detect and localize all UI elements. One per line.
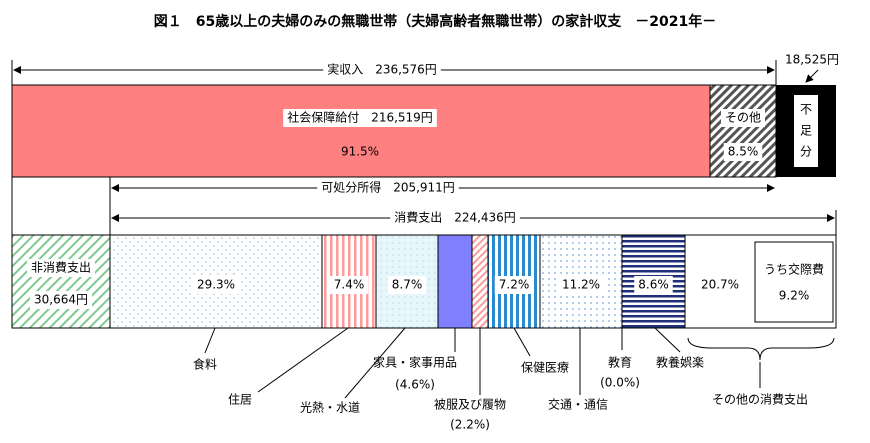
item-label: 家具・家事用品 — [373, 355, 457, 370]
segment-pct: 8.6% — [638, 278, 669, 292]
line — [257, 327, 349, 393]
other-pct-bg — [723, 143, 763, 161]
item-note: (0.0%) — [600, 376, 640, 390]
segment-pct: 29.3% — [197, 278, 235, 292]
segment — [11, 234, 111, 329]
social-security-label: 社会保障給付 216,519円 — [287, 110, 433, 125]
item-label: 教育 — [608, 355, 632, 370]
segment-pct: 11.2% — [562, 278, 600, 292]
other-pct: 8.5% — [728, 145, 759, 159]
sub-box — [754, 241, 834, 323]
item-label: 光熱・水道 — [300, 401, 360, 415]
income-label-bg — [323, 61, 441, 79]
shortfall-amount: 18,525円 — [785, 53, 839, 67]
segment-amount: 30,664円 — [34, 293, 88, 307]
segment — [109, 234, 323, 329]
item-label: 被服及び履物 — [434, 398, 506, 412]
segment-pct-bg — [557, 276, 605, 294]
segment-pct-bg — [494, 276, 534, 294]
item-note: (2.2%) — [450, 418, 490, 432]
segment-pct: 7.4% — [334, 278, 365, 292]
line — [344, 327, 406, 399]
shortfall-char: 足 — [800, 124, 812, 138]
segment-pct: 7.2% — [499, 278, 530, 292]
segment-pct: 20.7% — [701, 278, 739, 292]
shortfall-box — [794, 95, 818, 167]
segment-pct-bg — [192, 276, 240, 294]
segment-pct-bg — [387, 276, 427, 294]
line — [513, 327, 531, 357]
segment-amount-bg — [30, 291, 92, 309]
brace — [687, 337, 835, 361]
item-label: 交通・通信 — [548, 397, 608, 412]
item-label: 保健医療 — [521, 361, 569, 375]
segment — [437, 234, 473, 329]
shortfall-char: 分 — [800, 145, 812, 159]
item-label: 住居 — [228, 393, 252, 407]
social-security-bar — [11, 84, 711, 178]
segment-pct-bg — [634, 276, 673, 294]
other-bar — [709, 84, 777, 178]
line — [204, 327, 216, 354]
sub-pct: 9.2% — [779, 289, 810, 303]
item-note: (4.6%) — [395, 378, 435, 392]
consumption-label: 消費支出 224,436円 — [394, 210, 516, 225]
income-label: 実収入 236,576円 — [327, 62, 437, 77]
line — [805, 69, 819, 83]
consumption-label-bg — [390, 209, 520, 227]
other-label-bg — [720, 109, 766, 127]
segment — [471, 234, 489, 329]
disposable-label: 可処分所得 205,911円 — [321, 180, 455, 195]
other-label: その他 — [725, 111, 761, 125]
social-security-pct: 91.5% — [341, 145, 379, 159]
item-label: 食料 — [193, 357, 217, 372]
social-security-label-bg — [283, 109, 437, 127]
segment-label-bg — [26, 259, 96, 277]
line — [654, 327, 681, 353]
item-label: その他の消費支出 — [712, 392, 808, 407]
title: 図１ 65歳以上の夫婦のみの無職世帯（夫婦高齢者無職世帯）の家計収支 －2021… — [154, 13, 716, 30]
shortfall-char: 不 — [800, 103, 812, 117]
item-label: 教養娯楽 — [656, 355, 704, 370]
sub-label: うち交際費 — [764, 262, 824, 277]
segment-pct-bg — [696, 276, 744, 294]
segment-pct-bg — [329, 276, 369, 294]
disposable-label-bg — [317, 179, 459, 197]
segment-label: 非消費支出 — [31, 260, 91, 275]
segment-pct: 8.7% — [392, 278, 423, 292]
